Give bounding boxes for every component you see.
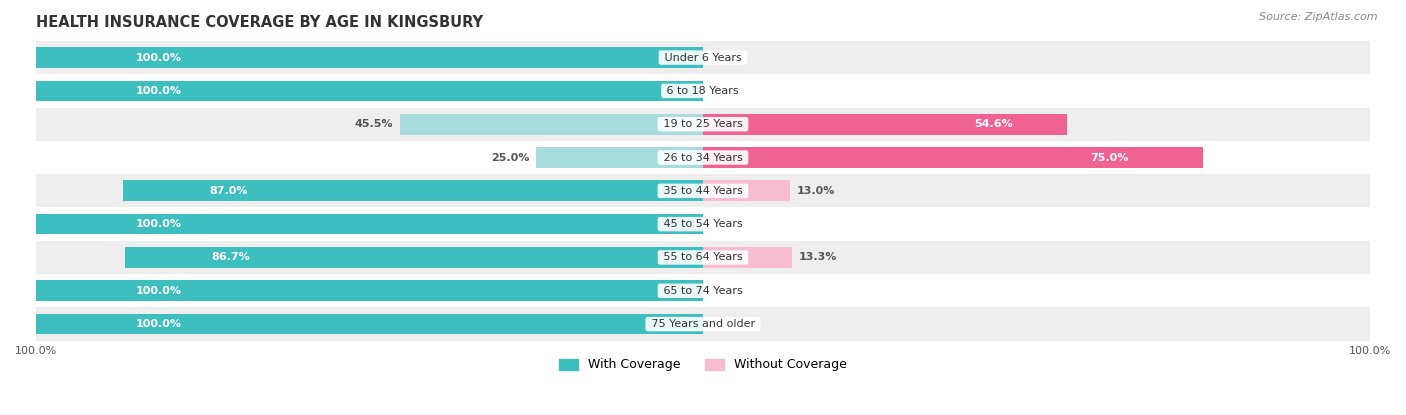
- Text: 45 to 54 Years: 45 to 54 Years: [659, 219, 747, 229]
- Text: 54.6%: 54.6%: [974, 119, 1012, 129]
- Bar: [37, 74, 1369, 107]
- Bar: [37, 314, 703, 334]
- Text: 35 to 44 Years: 35 to 44 Years: [659, 186, 747, 196]
- Text: 13.3%: 13.3%: [799, 252, 837, 262]
- Bar: [37, 107, 1369, 141]
- Bar: [37, 281, 703, 301]
- Text: 19 to 25 Years: 19 to 25 Years: [659, 119, 747, 129]
- Bar: [37, 208, 1369, 241]
- Text: 65 to 74 Years: 65 to 74 Years: [659, 286, 747, 296]
- Bar: [37, 81, 703, 101]
- Bar: [703, 147, 1204, 168]
- Text: 87.0%: 87.0%: [209, 186, 249, 196]
- Legend: With Coverage, Without Coverage: With Coverage, Without Coverage: [554, 354, 852, 376]
- Text: 13.0%: 13.0%: [796, 186, 835, 196]
- Bar: [37, 41, 1369, 74]
- Bar: [536, 147, 703, 168]
- Bar: [37, 141, 1369, 174]
- Text: 86.7%: 86.7%: [211, 252, 250, 262]
- Bar: [703, 114, 1067, 134]
- Bar: [703, 247, 792, 268]
- Bar: [37, 214, 703, 234]
- Text: 6 to 18 Years: 6 to 18 Years: [664, 86, 742, 96]
- Bar: [37, 47, 703, 68]
- Text: 45.5%: 45.5%: [354, 119, 392, 129]
- Text: Under 6 Years: Under 6 Years: [661, 53, 745, 63]
- Text: 25.0%: 25.0%: [491, 152, 530, 163]
- Bar: [37, 174, 1369, 208]
- Text: 75.0%: 75.0%: [1090, 152, 1128, 163]
- Text: 100.0%: 100.0%: [136, 286, 183, 296]
- Text: 100.0%: 100.0%: [136, 219, 183, 229]
- Bar: [703, 181, 790, 201]
- Text: Source: ZipAtlas.com: Source: ZipAtlas.com: [1260, 12, 1378, 22]
- Text: 55 to 64 Years: 55 to 64 Years: [659, 252, 747, 262]
- Bar: [37, 241, 1369, 274]
- Text: HEALTH INSURANCE COVERAGE BY AGE IN KINGSBURY: HEALTH INSURANCE COVERAGE BY AGE IN KING…: [37, 15, 484, 30]
- Bar: [399, 114, 703, 134]
- Text: 100.0%: 100.0%: [136, 319, 183, 329]
- Text: 75 Years and older: 75 Years and older: [648, 319, 758, 329]
- Text: 26 to 34 Years: 26 to 34 Years: [659, 152, 747, 163]
- Bar: [37, 274, 1369, 308]
- Bar: [125, 247, 703, 268]
- Bar: [37, 308, 1369, 341]
- Bar: [122, 181, 703, 201]
- Text: 100.0%: 100.0%: [136, 53, 183, 63]
- Text: 100.0%: 100.0%: [136, 86, 183, 96]
